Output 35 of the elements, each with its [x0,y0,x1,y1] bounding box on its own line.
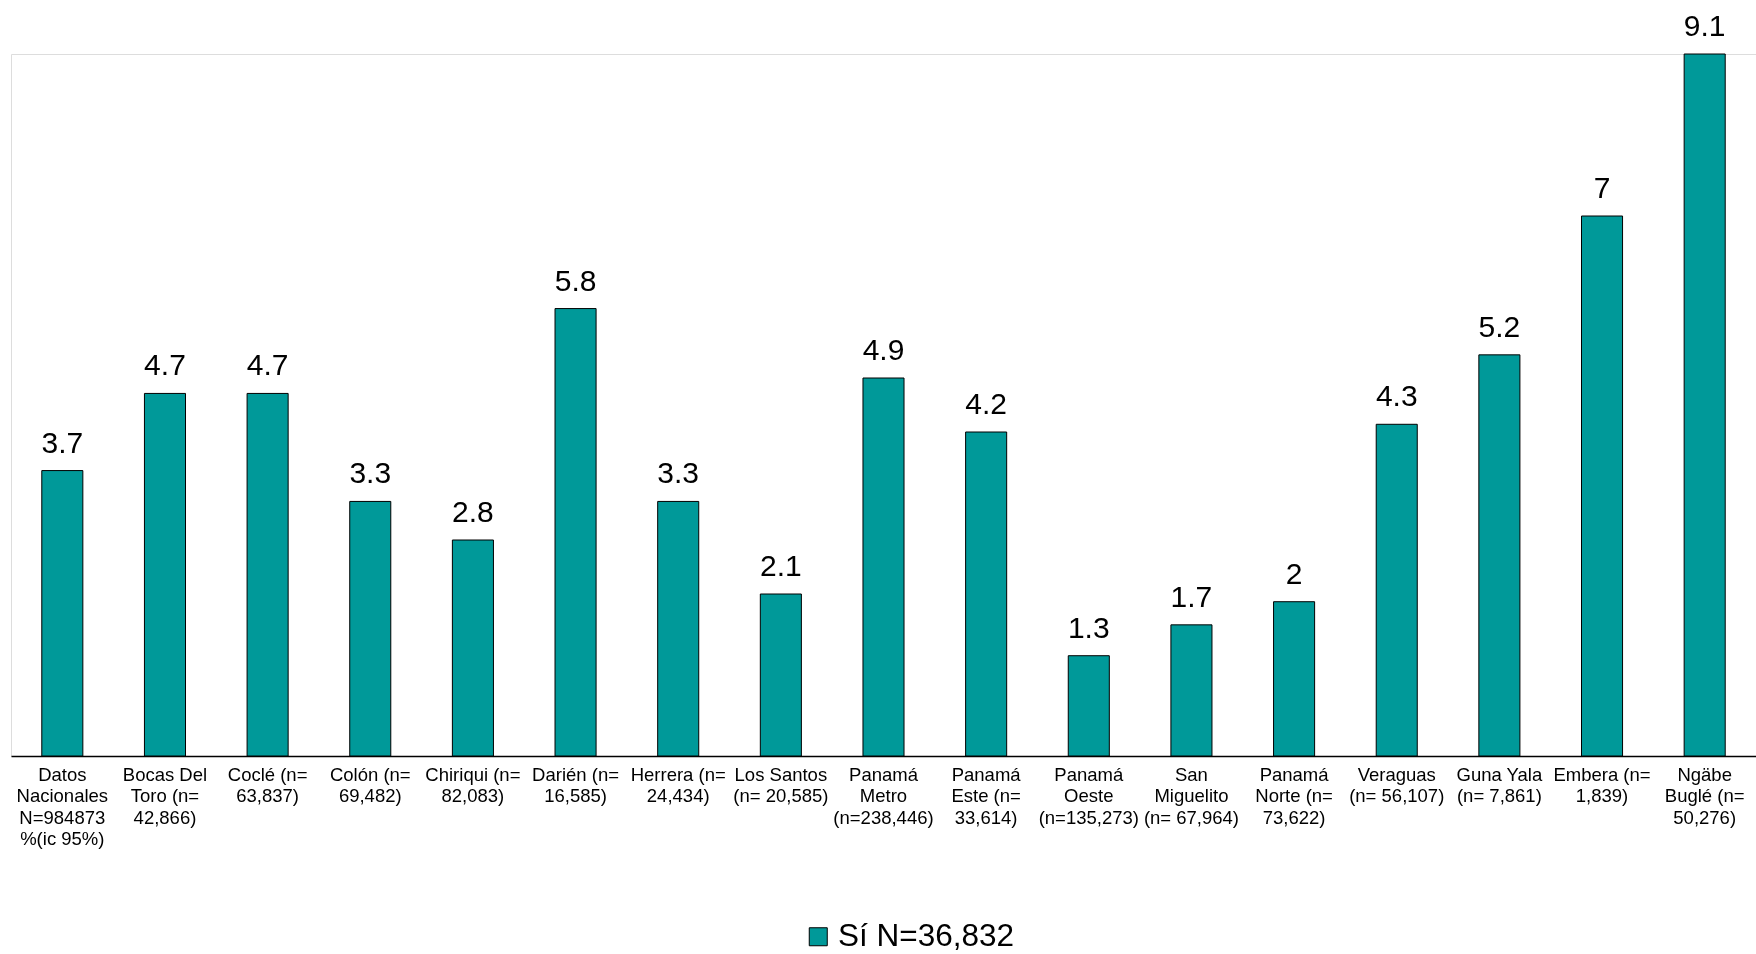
x-tick-label: Bocas Del Toro (n= 42,866) [122,763,208,828]
x-tick-label: Coclé (n= 63,837) [227,763,308,806]
data-label: 5.8 [554,263,597,297]
data-label: 3.3 [349,456,392,490]
x-tick-label: Los Santos (n= 20,585) [733,763,829,806]
x-tick-label: Panamá Norte (n= 73,622) [1255,763,1333,828]
data-label: 1.7 [1170,579,1213,613]
x-tick-label: Panamá Este (n= 33,614) [951,763,1022,828]
x-tick-label: San Miguelito (n= 67,964) [1143,763,1240,828]
data-label: 7 [1593,171,1611,204]
x-tick-label: Embera (n= 1,839) [1553,763,1651,806]
legend-label: Sí N=36,832 [838,916,1015,953]
x-tick-label: Herrera (n= 24,434) [630,763,726,806]
data-label: 4.7 [144,348,186,382]
data-label: 1.3 [1067,610,1110,644]
x-tick-label: Veraguas (n= 56,107) [1349,763,1445,806]
data-label: 3.7 [41,425,84,459]
x-tick-label: Guna Yala (n= 7,861) [1456,763,1543,806]
data-label: 5.2 [1478,309,1521,343]
x-tick-label: Panamá Metro (n=238,446) [833,763,934,828]
x-tick-label: Ngäbe Buglé (n= 50,276) [1664,763,1745,828]
x-tick-label: Panamá Oeste (n=135,273) [1038,763,1139,828]
data-label: 2 [1285,556,1303,590]
data-label: 3.3 [657,456,700,490]
x-tick-label: Chiriqui (n= 82,083) [425,763,521,806]
x-tick-label: Colón (n= 69,482) [329,763,411,806]
data-label: 4.9 [862,333,905,366]
data-label: 2.1 [759,549,802,582]
data-label: 4.7 [246,348,289,382]
data-label: 2.8 [452,495,494,528]
x-tick-label: Datos Nacionales N=984873 %(ic 95%) [16,763,109,849]
data-label: 9.1 [1683,9,1726,42]
x-tick-label: Darién (n= 16,585) [532,763,619,806]
data-label: 4.3 [1375,379,1418,413]
data-label: 4.2 [965,387,1008,420]
